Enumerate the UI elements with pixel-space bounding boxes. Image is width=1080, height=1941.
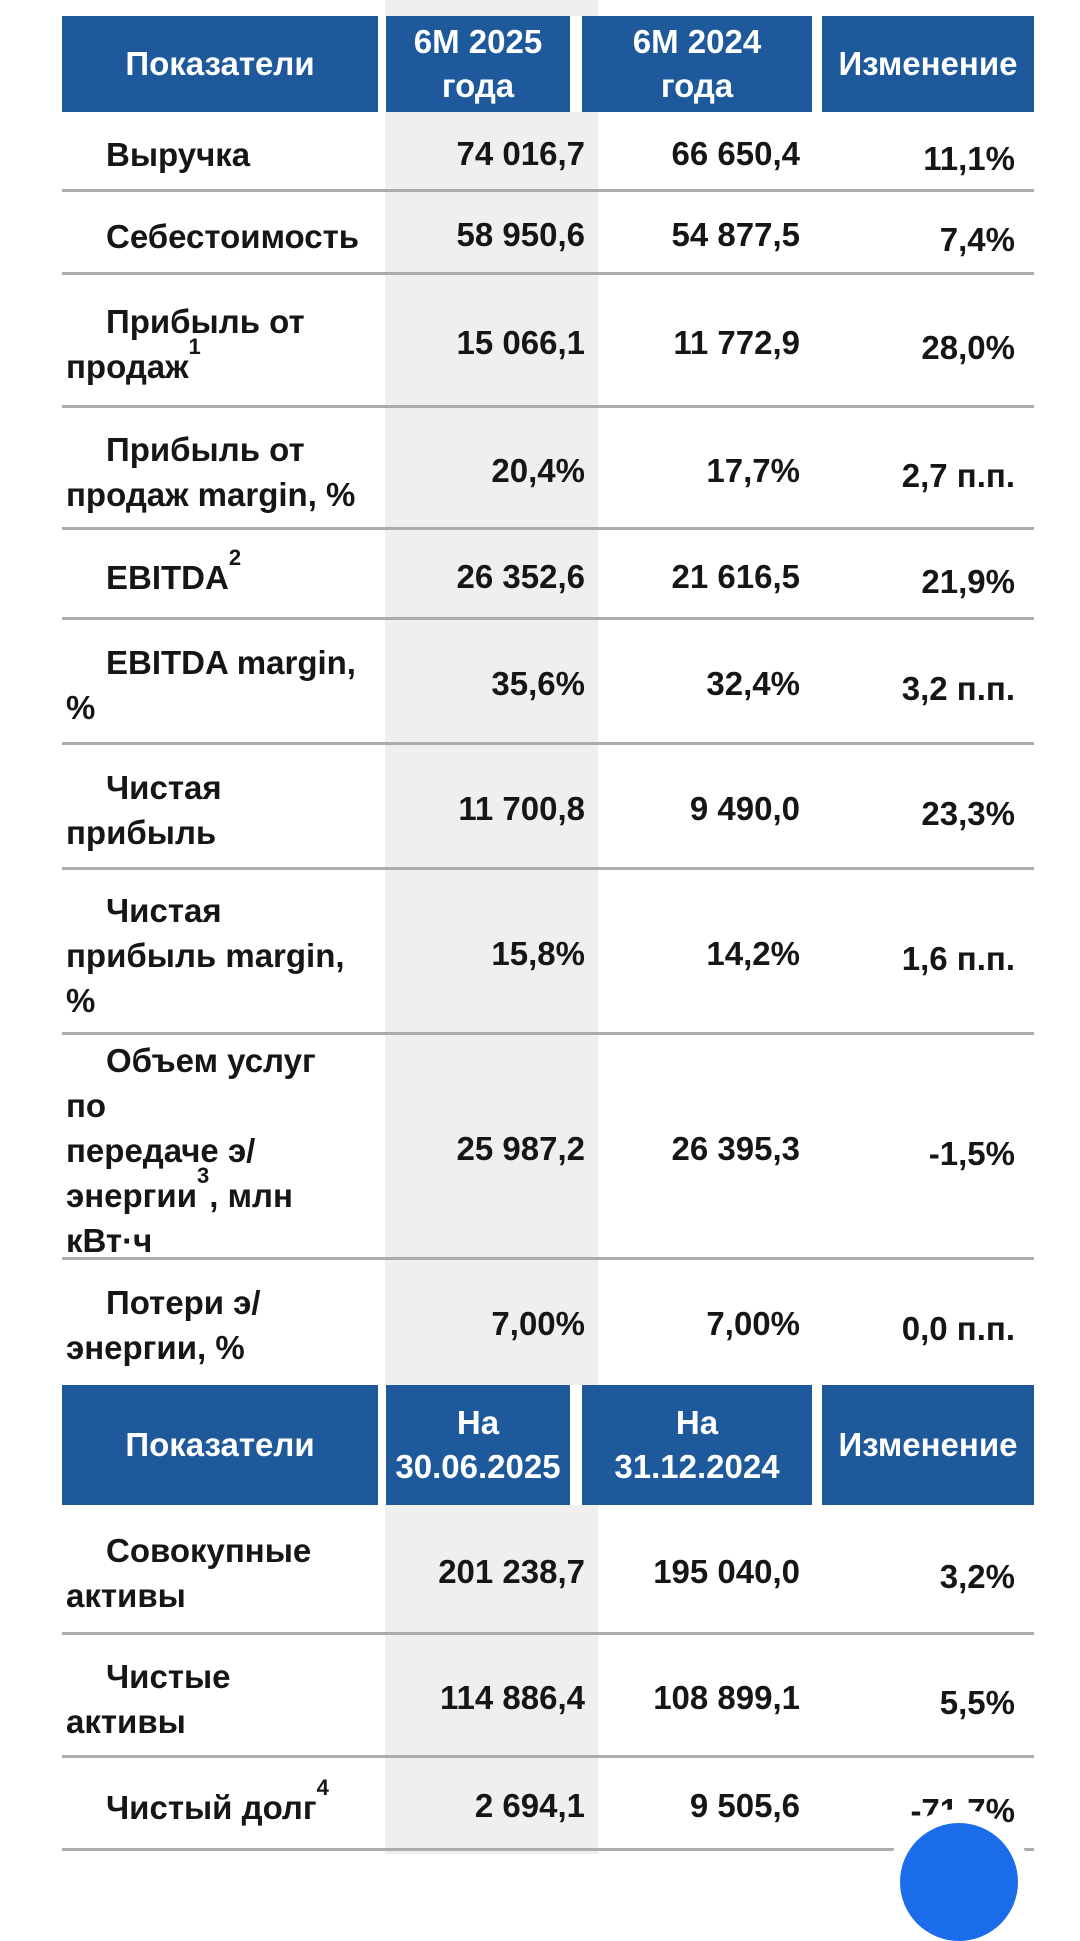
highlight-column-stripe — [385, 0, 598, 1854]
table-row: Чистая прибыль margin,% 15,8% 14,2% 1,6 п.п. — [62, 870, 1034, 1035]
footnote-marker: 3 — [197, 1162, 210, 1188]
value-current-period: 15 066,1 — [456, 324, 585, 361]
value-change: 5,5% — [939, 1684, 1015, 1721]
row-label: EBITDA2 — [106, 545, 242, 597]
value-current-period: 58 950,6 — [456, 216, 585, 253]
value-change: 21,9% — [921, 562, 1015, 600]
value-current-period: 74 016,7 — [456, 134, 585, 172]
value-current-period: 7,00% — [491, 1305, 585, 1342]
value-previous-period: 108 899,1 — [653, 1679, 800, 1716]
header-6m-2025: 6М 2025 года — [386, 16, 570, 112]
value-change: 2,7 п.п. — [901, 456, 1015, 494]
table-row: Выручка 74 016,7 66 650,4 11,1% — [62, 112, 1034, 192]
row-label: Чистые активы — [66, 1658, 231, 1740]
value-change: -1,5% — [928, 1135, 1015, 1172]
value-change: 7,4% — [939, 221, 1015, 258]
value-previous-period: 21 616,5 — [671, 557, 800, 595]
value-current-period: 11 700,8 — [458, 790, 585, 827]
row-label: Выручка — [106, 136, 251, 173]
footnote-marker: 1 — [188, 334, 201, 359]
row-label: Чистая прибыль — [66, 769, 222, 851]
floating-action-button[interactable] — [900, 1823, 1018, 1941]
table-row: Прибыль от продаж1 15 066,1 11 772,9 28,0% — [62, 275, 1034, 408]
value-change: 0,0 п.п. — [901, 1310, 1015, 1347]
header-6m-2024: 6М 2024 года — [582, 16, 812, 112]
value-previous-period: 9 505,6 — [689, 1787, 800, 1824]
row-label: Чистый долг4 — [106, 1774, 329, 1826]
header-indicators: Показатели — [62, 1385, 378, 1505]
value-previous-period: 17,7% — [706, 451, 800, 489]
table-row: Потери э/энергии, % 7,00% 7,00% 0,0 п.п. — [62, 1260, 1034, 1382]
row-label: Себестоимость — [106, 217, 360, 255]
table-row: EBITDA margin,% 35,6% 32,4% 3,2 п.п. — [62, 620, 1034, 745]
value-change: 3,2% — [939, 1557, 1015, 1595]
value-previous-period: 66 650,4 — [671, 134, 800, 172]
value-previous-period: 195 040,0 — [653, 1552, 800, 1590]
footnote-marker: 4 — [316, 1774, 329, 1800]
value-current-period: 20,4% — [491, 451, 585, 489]
balance-table-header-row: Показатели На 30.06.2025 На 31.12.2024 И… — [62, 1385, 1034, 1505]
row-label: Объем услуг по передаче э/энергии3, млн кВ… — [66, 1041, 316, 1259]
value-previous-period: 9 490,0 — [689, 790, 800, 827]
value-previous-period: 7,00% — [706, 1305, 800, 1342]
value-current-period: 15,8% — [491, 935, 585, 972]
header-change: Изменение — [822, 1385, 1034, 1505]
header-as-of-31-12-2024: На 31.12.2024 — [582, 1385, 812, 1505]
value-current-period: 26 352,6 — [456, 557, 585, 595]
value-previous-period: 14,2% — [706, 935, 800, 972]
value-current-period: 25 987,2 — [456, 1130, 585, 1167]
period-table-header-row: Показатели 6М 2025 года 6М 2024 года Изм… — [62, 16, 1034, 112]
value-current-period: 201 238,7 — [438, 1552, 585, 1590]
row-label: Прибыль от продаж margin, % — [66, 430, 356, 513]
value-change: 23,3% — [921, 795, 1015, 832]
table-row: Чистая прибыль 11 700,8 9 490,0 23,3% — [62, 745, 1034, 870]
value-previous-period: 32,4% — [706, 665, 800, 702]
row-label: EBITDA margin,% — [66, 644, 356, 726]
value-change: 1,6 п.п. — [901, 940, 1015, 977]
period-table-body: Выручка 74 016,7 66 650,4 11,1% Себестоимост… — [62, 112, 1034, 1382]
table-row: Чистые активы 114 886,4 108 899,1 5,5% — [62, 1635, 1034, 1758]
table-row: Прибыль от продаж margin, % 20,4% 17,7% 2,7 … — [62, 408, 1034, 530]
balance-table-body: Совокупные активы 201 238,7 195 040,0 3,2% Чи… — [62, 1505, 1034, 1851]
row-label: Совокупные активы — [66, 1531, 312, 1614]
row-label: Прибыль от продаж1 — [66, 303, 305, 385]
value-change: 28,0% — [921, 329, 1015, 366]
table-row: Себестоимость 58 950,6 54 877,5 7,4% — [62, 192, 1034, 275]
row-label: Чистая прибыль margin,% — [66, 891, 345, 1019]
header-as-of-30-06-2025: На 30.06.2025 — [386, 1385, 570, 1505]
table-row: EBITDA2 26 352,6 21 616,5 21,9% — [62, 530, 1034, 620]
value-current-period: 2 694,1 — [474, 1787, 585, 1824]
value-previous-period: 11 772,9 — [673, 324, 800, 361]
table-row: Объем услуг по передаче э/энергии3, млн кВ… — [62, 1035, 1034, 1260]
header-change: Изменение — [822, 16, 1034, 112]
value-current-period: 114 886,4 — [440, 1679, 585, 1716]
row-label: Потери э/энергии, % — [66, 1284, 261, 1366]
footnote-marker: 2 — [228, 545, 242, 570]
value-previous-period: 54 877,5 — [671, 216, 800, 253]
value-current-period: 35,6% — [491, 665, 585, 702]
value-change: -71,7% — [910, 1792, 1015, 1829]
value-previous-period: 26 395,3 — [671, 1130, 800, 1167]
financial-results-table: Показатели 6М 2025 года 6М 2024 года Изм… — [62, 16, 1034, 1851]
header-indicators: Показатели — [62, 16, 378, 112]
value-change: 11,1% — [923, 139, 1015, 177]
table-row: Совокупные активы 201 238,7 195 040,0 3,2% — [62, 1505, 1034, 1635]
table-row: Чистый долг4 2 694,1 9 505,6 -71,7% — [62, 1758, 1034, 1851]
value-change: 3,2 п.п. — [901, 670, 1015, 707]
